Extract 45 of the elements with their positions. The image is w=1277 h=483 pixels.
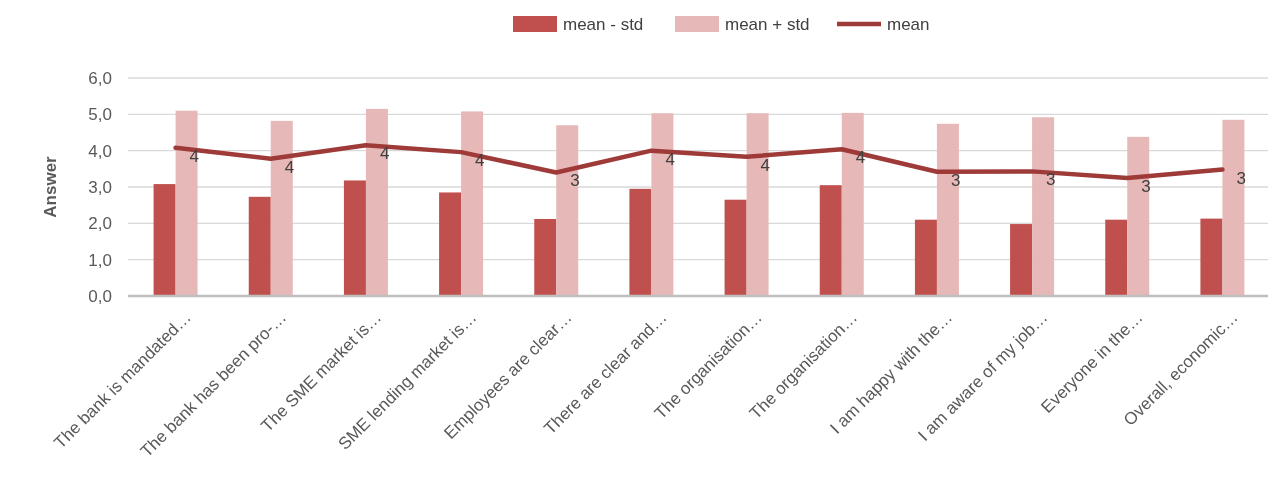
legend-label: mean — [887, 14, 930, 34]
y-tick-label: 0,0 — [88, 286, 112, 306]
data-label: 4 — [760, 155, 771, 175]
bar — [153, 184, 176, 296]
y-tick-label: 4,0 — [88, 141, 112, 161]
bar — [914, 219, 937, 296]
bar — [724, 199, 747, 296]
data-label: 4 — [189, 146, 200, 166]
y-tick-label: 1,0 — [88, 250, 112, 270]
bar — [651, 113, 674, 296]
bar — [819, 185, 842, 296]
bar — [175, 110, 198, 296]
data-label: 4 — [379, 144, 390, 164]
bar — [270, 120, 293, 296]
data-label: 4 — [665, 149, 675, 169]
bar — [461, 111, 484, 296]
bar — [1010, 224, 1033, 296]
y-tick-label: 5,0 — [88, 105, 112, 125]
data-label: 3 — [950, 170, 961, 190]
bar — [1222, 119, 1245, 296]
bar — [1105, 219, 1128, 296]
bar — [746, 113, 769, 296]
y-tick-label: 2,0 — [88, 214, 112, 234]
bar — [556, 125, 579, 296]
bar — [936, 123, 959, 296]
bar — [343, 180, 366, 296]
bar — [439, 192, 462, 296]
y-tick-label: 6,0 — [88, 68, 112, 88]
legend-label: mean + std — [725, 14, 810, 34]
data-label: 4 — [284, 157, 295, 177]
bar — [1127, 136, 1150, 296]
bar — [365, 108, 388, 296]
bar — [629, 188, 652, 296]
bar — [534, 218, 557, 296]
bar — [1032, 117, 1055, 296]
data-label: 3 — [1141, 176, 1151, 196]
legend-label: mean - std — [563, 14, 644, 34]
bar — [1200, 218, 1223, 296]
y-tick-label: 3,0 — [88, 177, 112, 197]
data-label: 3 — [1236, 168, 1246, 188]
data-label: 3 — [1046, 170, 1056, 190]
data-label: 3 — [570, 171, 580, 191]
bar — [841, 112, 864, 296]
bar — [248, 196, 271, 296]
y-axis-title: Answer — [41, 155, 60, 218]
